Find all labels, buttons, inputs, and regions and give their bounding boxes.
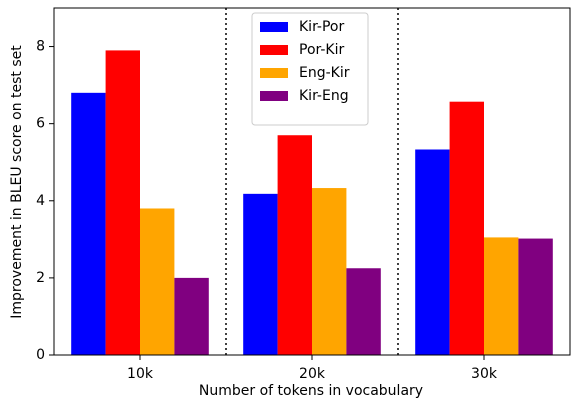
bar	[277, 135, 312, 355]
bar	[415, 149, 450, 355]
legend-label: Kir-Eng	[299, 88, 349, 104]
legend-label: Eng-Kir	[299, 65, 350, 81]
y-axis-label: Improvement in BLEU score on test set	[9, 45, 25, 319]
x-tick-label: 30k	[471, 366, 498, 382]
x-tick-label: 20k	[299, 366, 326, 382]
bar	[243, 193, 278, 355]
y-tick-label: 6	[36, 116, 45, 132]
legend-swatch	[260, 22, 288, 32]
x-tick-label: 10k	[127, 366, 154, 382]
legend-swatch	[260, 45, 288, 55]
bar	[312, 188, 347, 355]
plot-frame	[53, 7, 571, 356]
y-tick-label: 4	[36, 193, 45, 209]
legend-swatch	[260, 68, 288, 78]
legend-label: Por-Kir	[299, 42, 344, 58]
bar	[346, 268, 381, 355]
bar	[71, 92, 106, 356]
bar	[140, 208, 175, 355]
legend-label: Kir-Por	[299, 19, 344, 35]
bar	[174, 277, 209, 355]
bar	[484, 237, 519, 355]
y-tick-label: 8	[36, 39, 45, 55]
y-tick-label: 2	[36, 270, 45, 286]
y-tick-label: 0	[36, 347, 45, 363]
x-axis-label: Number of tokens in vocabulary	[199, 383, 423, 399]
bar	[449, 101, 484, 355]
bar	[518, 238, 553, 355]
bar	[105, 50, 140, 356]
legend-swatch	[260, 91, 288, 101]
